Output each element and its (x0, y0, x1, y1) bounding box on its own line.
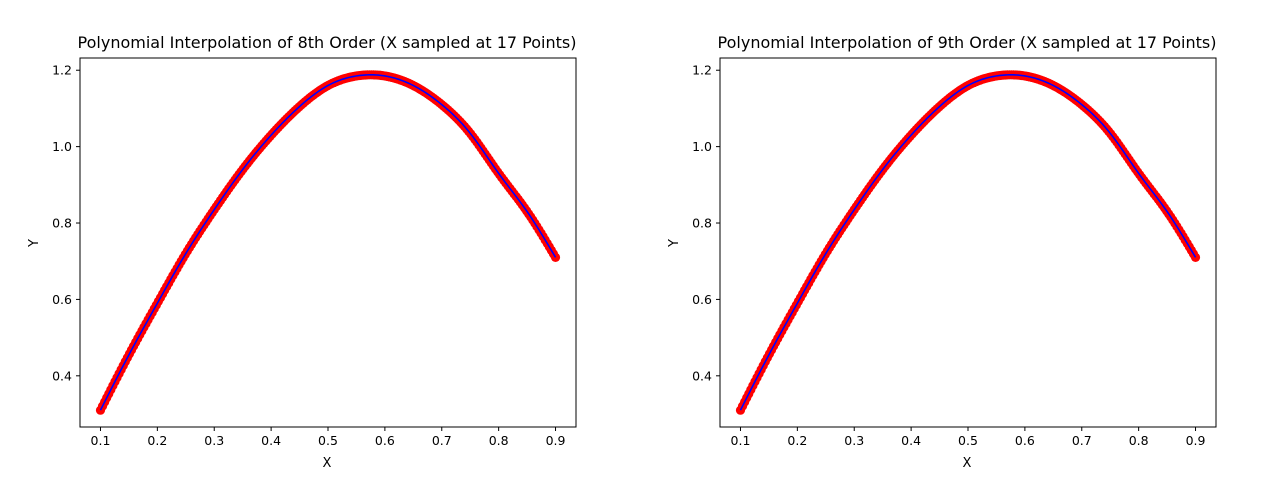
plot-area: 0.1 0.2 0.3 0.4 0.5 0.6 0.7 0.8 0.9 0.4 0.6 0.8 1.0 1… (52, 57, 577, 448)
interpolation-line (739, 74, 1197, 411)
x-tick-label: 0.4 (261, 433, 281, 448)
y-tick-label: 1.0 (692, 139, 712, 154)
chart-title: Polynomial Interpolation of 8th Order (X… (78, 33, 577, 52)
interpolation-line (99, 74, 557, 411)
y-tick-label: 0.4 (692, 368, 712, 383)
subplot-2: Polynomial Interpolation of 9th Order (X… (667, 33, 1217, 471)
x-tick-label: 0.6 (1015, 433, 1035, 448)
subplot-1: Polynomial Interpolation of 8th Order (X… (27, 33, 577, 471)
x-tick-label: 0.2 (147, 433, 167, 448)
y-tick-label: 0.6 (52, 292, 72, 307)
x-tick-label: 0.5 (318, 433, 338, 448)
y-tick-label: 1.0 (52, 139, 72, 154)
y-axis-label: Y (667, 239, 682, 248)
x-tick-label: 0.7 (432, 433, 452, 448)
y-tick-label: 0.4 (52, 368, 72, 383)
x-tick-label: 0.2 (787, 433, 807, 448)
x-tick-label: 0.5 (958, 433, 978, 448)
x-tick-label: 0.7 (1072, 433, 1092, 448)
x-tick-label: 0.6 (375, 433, 395, 448)
y-tick-label: 0.6 (692, 292, 712, 307)
y-tick-label: 0.8 (52, 216, 72, 231)
chart-title: Polynomial Interpolation of 9th Order (X… (718, 33, 1217, 52)
x-tick-label: 0.3 (844, 433, 864, 448)
x-tick-label: 0.1 (91, 433, 111, 448)
plot-area: 0.1 0.2 0.3 0.4 0.5 0.6 0.7 0.8 0.9 0.4 0.6 0.8 1.0 1… (692, 57, 1217, 448)
x-tick-label: 0.8 (489, 433, 509, 448)
y-tick-label: 1.2 (692, 63, 712, 78)
y-axis-label: Y (27, 239, 42, 248)
x-tick-label: 0.4 (901, 433, 921, 448)
x-tick-label: 0.3 (204, 433, 224, 448)
x-axis-label: X (323, 456, 332, 471)
x-axis-label: X (963, 456, 972, 471)
y-tick-label: 0.8 (692, 216, 712, 231)
x-tick-label: 0.8 (1129, 433, 1149, 448)
y-tick-label: 1.2 (52, 63, 72, 78)
x-tick-label: 0.1 (731, 433, 751, 448)
x-tick-label: 0.9 (546, 433, 566, 448)
x-tick-label: 0.9 (1186, 433, 1206, 448)
